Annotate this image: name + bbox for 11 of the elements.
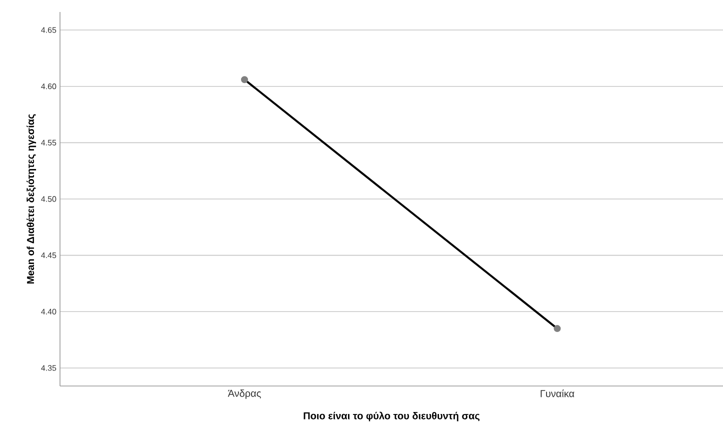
- y-tick-label: 4.45: [41, 252, 56, 258]
- y-tick-label: 4.65: [41, 27, 56, 33]
- y-tick-label: 4.60: [41, 84, 56, 90]
- y-tick-label: 4.35: [41, 365, 56, 371]
- y-tick-label: 4.40: [41, 308, 56, 314]
- y-tick-label: 4.50: [41, 196, 56, 202]
- x-tick-label: Άνδρας: [228, 390, 261, 399]
- y-axis-title: Mean of Διαθέτει δεξιότητες ηγεσίας: [26, 114, 36, 284]
- y-tick-label: 4.55: [41, 140, 56, 146]
- x-axis-title: Ποιο είναι το φύλο του διευθυντή σας: [304, 412, 480, 422]
- x-tick-label: Γυναίκα: [540, 390, 574, 398]
